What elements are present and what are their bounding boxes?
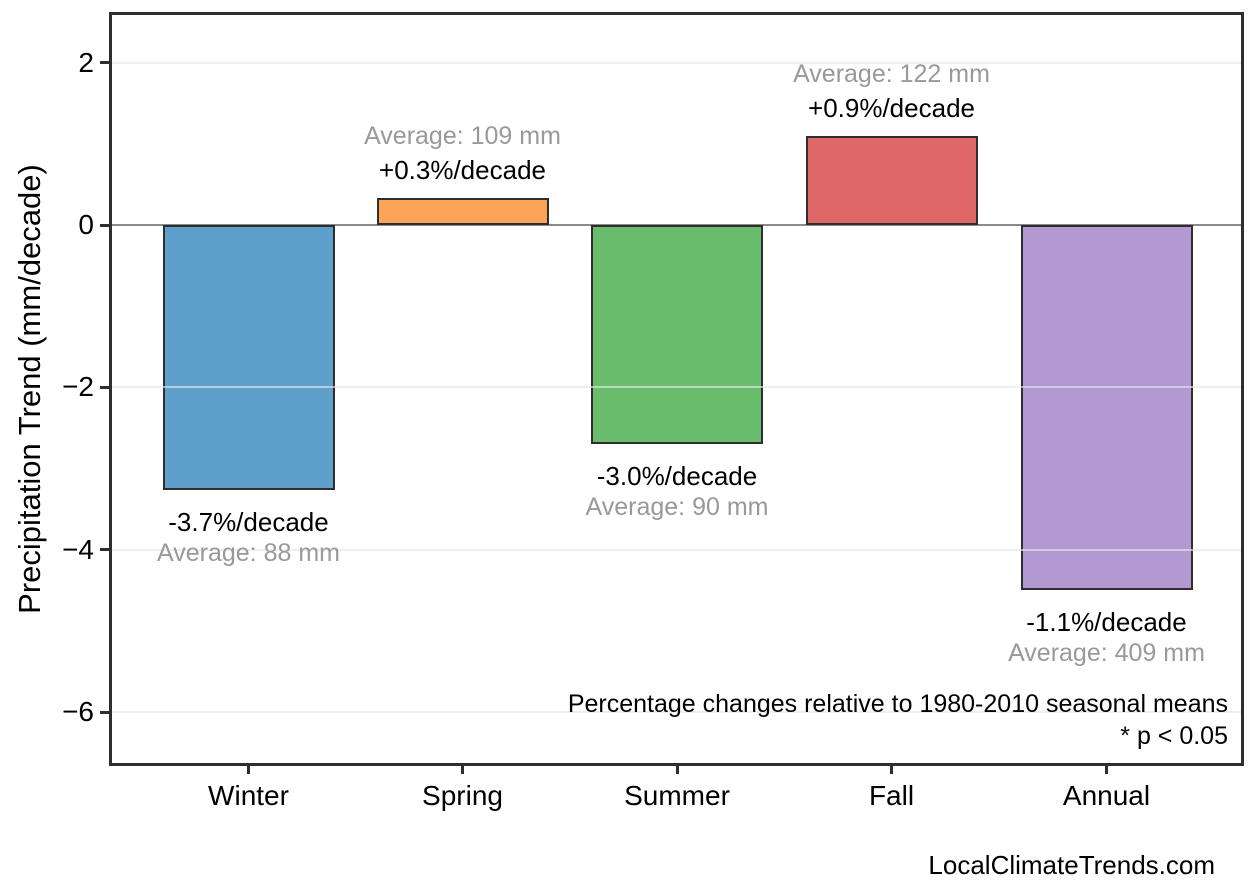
bar-winter: [162, 225, 335, 490]
x-axis-tick: [247, 765, 250, 774]
bar-fall: [805, 135, 978, 225]
gridline: [112, 548, 1241, 551]
annotation-pvalue: * p < 0.05: [1120, 722, 1228, 750]
x-tick-label-spring: Spring: [422, 780, 503, 811]
gridline: [112, 61, 1241, 64]
x-axis-tick: [675, 765, 679, 774]
bar-summer: [591, 225, 763, 445]
bar-pct-label-annual: -1.1%/decade: [1026, 607, 1187, 638]
x-tick-label-summer: Summer: [624, 780, 730, 811]
y-axis-tick: [100, 385, 109, 389]
y-tick-label: −6: [62, 696, 94, 728]
bar-pct-label-winter: -3.7%/decade: [168, 506, 329, 537]
bar-avg-label-summer: Average: 90 mm: [585, 493, 769, 522]
y-axis-tick: [100, 223, 109, 227]
watermark-source: LocalClimateTrends.com: [928, 850, 1215, 880]
x-tick-label-winter: Winter: [208, 780, 289, 811]
y-axis-tick: [100, 710, 109, 714]
bar-pct-label-fall: +0.9%/decade: [808, 92, 975, 123]
y-axis-tick: [100, 61, 109, 65]
x-axis-tick: [1105, 765, 1108, 774]
bar-avg-label-winter: Average: 88 mm: [157, 538, 340, 567]
y-tick-label: −4: [62, 533, 94, 565]
y-tick-label: 2: [78, 46, 94, 78]
bar-annual: [1020, 225, 1193, 591]
annotation-note: Percentage changes relative to 1980-2010…: [567, 690, 1228, 718]
gridline: [112, 711, 1241, 714]
x-tick-label-annual: Annual: [1062, 780, 1151, 811]
bar-avg-label-spring: Average: 109 mm: [364, 122, 561, 151]
gridline: [112, 386, 1241, 389]
x-axis-tick: [461, 765, 464, 774]
bar-avg-label-annual: Average: 409 mm: [1008, 639, 1205, 668]
y-tick-label: −2: [62, 371, 94, 403]
bar-avg-label-fall: Average: 122 mm: [793, 59, 990, 88]
x-tick-label-fall: Fall: [868, 780, 915, 811]
bar-pct-label-summer: -3.0%/decade: [596, 461, 758, 492]
x-axis-tick: [890, 765, 893, 774]
bar-pct-label-spring: +0.3%/decade: [379, 155, 546, 186]
y-tick-label: 0: [78, 209, 94, 240]
bar-spring: [376, 198, 549, 225]
y-axis-tick: [100, 548, 109, 552]
